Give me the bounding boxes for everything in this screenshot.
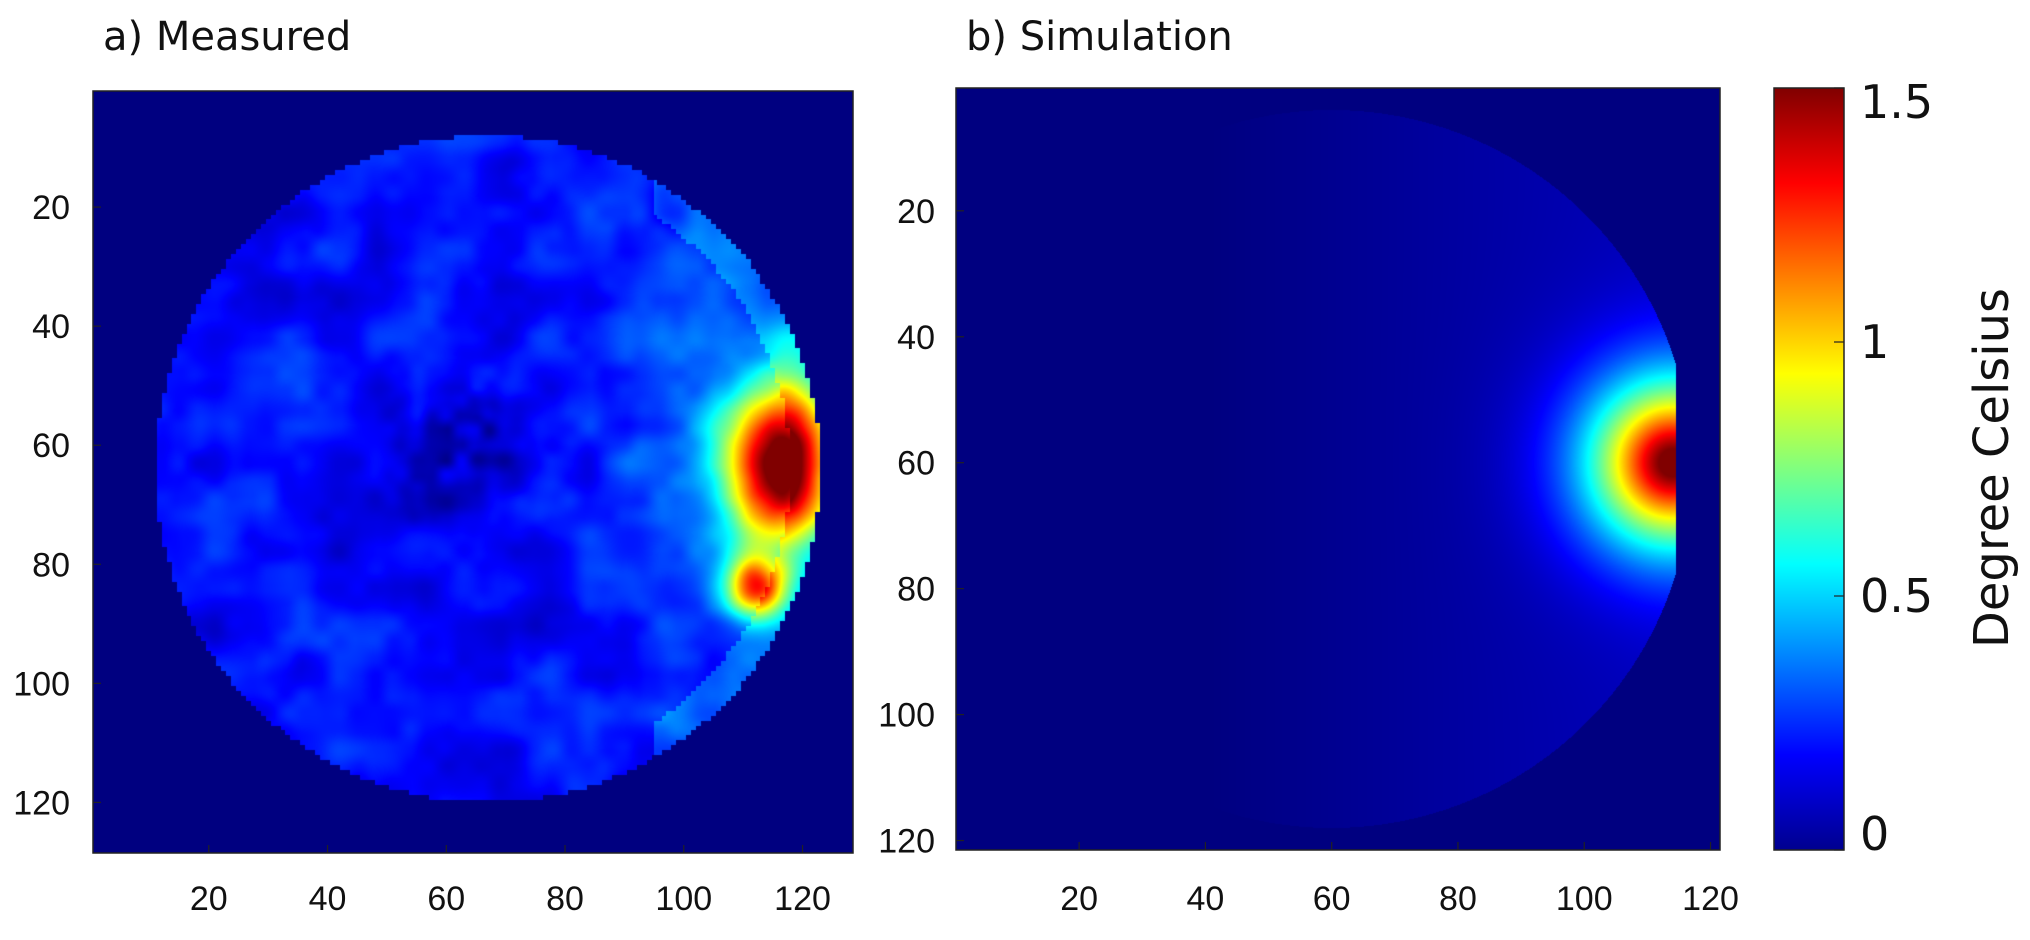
x-tick-label: 40 [1186, 880, 1224, 918]
x-tick-label: 20 [190, 880, 228, 918]
panel-simulation: b) Simulation 20 40 60 80 100 120 20 40 60 80 100 1… [878, 14, 1739, 918]
colorbar-tick-label: 1 [1860, 315, 1889, 369]
colorbar-tick-label: 0.5 [1860, 569, 1933, 623]
plot-frame-measured [92, 90, 854, 854]
heatmap-simulation-wrap [956, 88, 1720, 850]
heatmap-measured [93, 91, 853, 853]
y-tick-label: 20 [897, 193, 935, 231]
y-tick-label: 20 [32, 189, 70, 227]
x-tick-label: 120 [1682, 880, 1739, 918]
y-tick-label: 60 [32, 427, 70, 465]
x-tick-label: 60 [427, 880, 465, 918]
y-tick-label: 60 [897, 445, 935, 483]
x-tick-label: 60 [1313, 880, 1351, 918]
colorbar: 0 0.5 1 1.5 Degree Celsius [1773, 75, 2020, 861]
y-tick-label: 80 [32, 546, 70, 584]
heatmap-simulation [956, 88, 1720, 850]
axis-ticks-measured: 20 40 60 80 100 120 20 40 60 80 100 120 [13, 189, 831, 918]
panel-title-measured: a) Measured [103, 14, 351, 60]
x-tick-label: 100 [1556, 880, 1613, 918]
x-tick-label: 80 [546, 880, 584, 918]
panel-title-simulation: b) Simulation [966, 14, 1233, 60]
y-tick-label: 80 [897, 571, 935, 609]
y-tick-label: 40 [897, 319, 935, 357]
colorbar-gradient [1773, 87, 1845, 851]
y-tick-label: 40 [32, 308, 70, 346]
x-tick-label: 40 [309, 880, 347, 918]
colorbar-ticks: 0 0.5 1 1.5 [1834, 75, 1933, 861]
colorbar-tick-label: 1.5 [1860, 75, 1933, 129]
y-tick-label: 100 [13, 665, 70, 703]
y-tick-label: 120 [13, 784, 70, 822]
colorbar-label: Degree Celsius [1964, 288, 2020, 648]
colorbar-tick-label: 0 [1860, 807, 1889, 861]
heatmap-measured-wrap [93, 91, 853, 853]
y-tick-label: 120 [878, 823, 935, 861]
x-tick-label: 20 [1060, 880, 1098, 918]
axis-ticks-simulation: 20 40 60 80 100 120 20 40 60 80 100 120 [878, 193, 1739, 918]
plot-frame-simulation [955, 87, 1721, 851]
y-tick-label: 100 [878, 697, 935, 735]
x-tick-label: 80 [1439, 880, 1477, 918]
panel-measured: a) Measured 20 40 60 80 100 120 20 40 60 80 100 120 [13, 14, 854, 918]
x-tick-label: 120 [774, 880, 831, 918]
x-tick-label: 100 [655, 880, 712, 918]
